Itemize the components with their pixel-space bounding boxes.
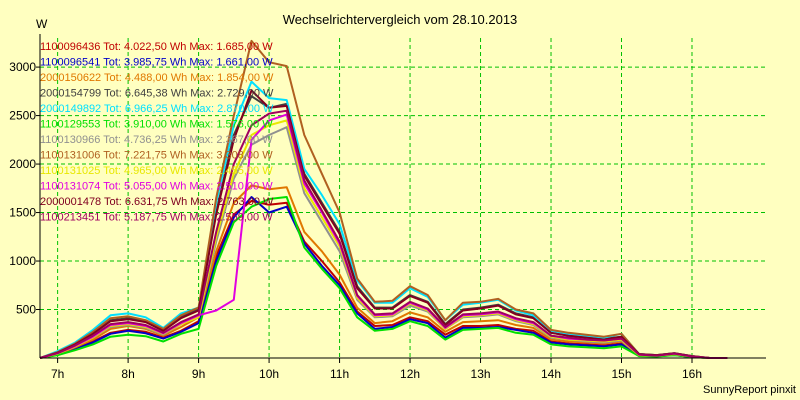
series-line xyxy=(39,39,728,359)
chart-title: Wechselrichtervergleich vom 28.10.2013 xyxy=(283,12,518,27)
legend-entry: 2000150622 Tot: 4.488,00 Wh Max: 1.854,0… xyxy=(40,72,274,84)
series-lines xyxy=(39,39,728,359)
y-tick-label: 2500 xyxy=(9,109,36,123)
x-tick-label: 10h xyxy=(259,367,279,381)
x-tick-label: 11h xyxy=(330,367,349,381)
tick-labels: 500 1000 1500 2000 2500 3000 7h 8h 9h 10h 11h 12h 13… xyxy=(9,60,702,381)
legend-entry: 1100213451 Tot: 5.187,75 Wh Max: 2.559,0… xyxy=(40,212,273,224)
series-line xyxy=(39,196,728,359)
gridlines xyxy=(40,38,766,358)
legend-entry: 2000154799 Tot: 6.645,38 Wh Max: 2.729,0… xyxy=(40,88,274,100)
x-tick-label: 7h xyxy=(51,367,64,381)
x-tick-label: 13h xyxy=(471,367,491,381)
series-line xyxy=(39,109,728,359)
x-tick-label: 8h xyxy=(121,367,134,381)
y-tick-label: 2000 xyxy=(9,157,36,171)
y-axis-unit: W xyxy=(36,17,48,31)
legend-entry: 2000001478 Tot: 6.631,75 Wh Max: 2.763,0… xyxy=(40,196,274,208)
y-tick-label: 1500 xyxy=(9,206,36,220)
x-tick-label: 14h xyxy=(541,367,561,381)
legend-entry: 1100131006 Tot: 7.221,75 Wh Max: 3.308,0… xyxy=(40,150,273,162)
legend: 1100096436 Tot: 4.022,50 Wh Max: 1.685,0… xyxy=(40,41,274,224)
x-tick-label: 15h xyxy=(611,367,631,381)
legend-entry: 1100129553 Tot: 3.910,00 Wh Max: 1.576,0… xyxy=(40,119,273,131)
plot-area xyxy=(40,38,766,358)
axes xyxy=(39,34,766,359)
plot-background xyxy=(40,38,766,358)
x-tick-label: 12h xyxy=(400,367,420,381)
x-tick-label: 9h xyxy=(192,367,205,381)
legend-entry: 1100130966 Tot: 4.736,25 Wh Max: 2.367,0… xyxy=(40,134,273,146)
series-line xyxy=(39,196,728,359)
legend-entry: 2000149892 Tot: 6.966,25 Wh Max: 2.870,0… xyxy=(40,103,274,115)
legend-entry: 1100131074 Tot: 5.055,00 Wh Max: 2.510,0… xyxy=(40,181,273,193)
legend-entry: 1100096541 Tot: 3.985,75 Wh Max: 1.661,0… xyxy=(40,57,273,69)
y-tick-label: 1000 xyxy=(9,254,36,268)
y-tick-label: 3000 xyxy=(9,60,36,74)
x-tick-label: 16h xyxy=(682,367,702,381)
y-tick-label: 500 xyxy=(16,303,36,317)
legend-entry: 1100096436 Tot: 4.022,50 Wh Max: 1.685,0… xyxy=(40,41,273,53)
series-line xyxy=(39,89,728,359)
legend-entry: 1100131025 Tot: 4.965,00 Wh Max: 2.455,0… xyxy=(40,165,273,177)
footer-credit: SunnyReport pinxit xyxy=(703,384,796,396)
